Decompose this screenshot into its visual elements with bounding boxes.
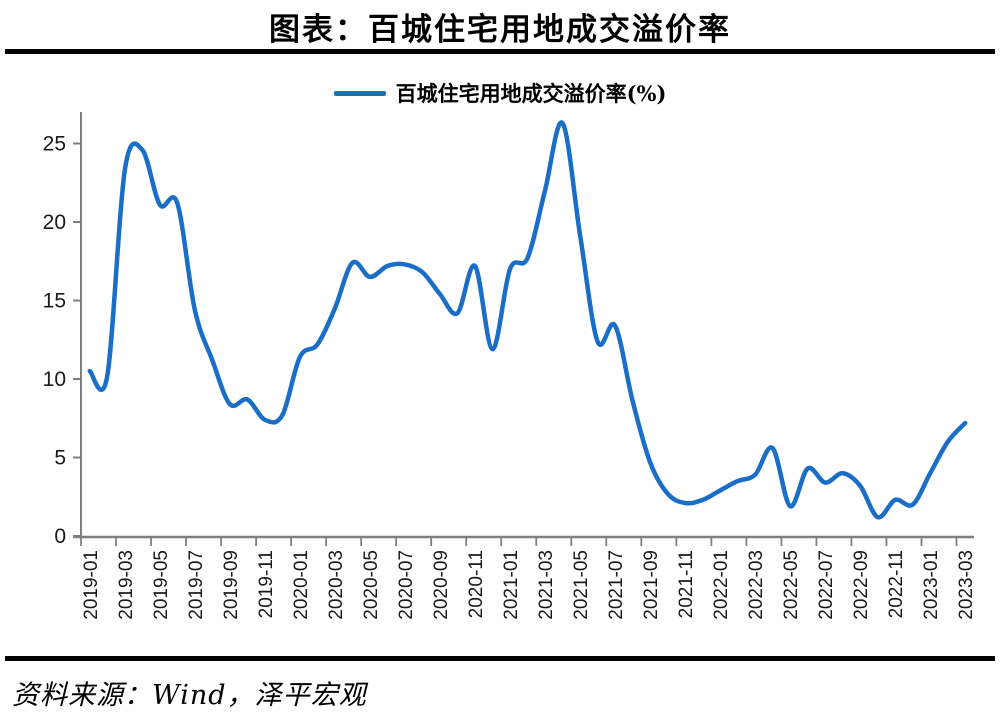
title-divider [5,49,995,54]
y-tick-label: 0 [54,525,66,548]
x-tick-label: 2022-11 [886,550,907,618]
chart-legend: 百城住宅用地成交溢价率(%) [0,78,1000,108]
premium-rate-line-chart: 0 5 10 15 20 25 2019-01 2019-03 2019-05 2019-07 20… [43,112,977,620]
series-line [87,120,968,520]
x-tick-label: 2021-07 [606,550,627,620]
x-tick-label: 2022-09 [851,550,872,620]
y-tick-label: 25 [43,133,66,156]
x-tick-label: 2021-11 [676,550,697,618]
x-tick-label: 2023-03 [956,550,977,620]
y-tick-label: 15 [43,290,66,313]
x-tick-label: 2019-05 [151,550,172,620]
x-tick-label: 2022-03 [746,550,767,620]
x-tick-label: 2020-09 [431,550,452,620]
x-tick-label: 2022-05 [781,550,802,620]
x-tick-label: 2019-01 [81,550,102,620]
x-tick-label: 2022-07 [816,550,837,620]
x-tick-label: 2019-09 [221,550,242,620]
x-tick-label: 2019-11 [256,550,277,618]
x-tick-label: 2023-01 [921,550,942,620]
x-tick-label: 2020-01 [291,550,312,620]
legend-label: 百城住宅用地成交溢价率(%) [395,81,667,106]
source-note: 资料来源：Wind，泽平宏观 [12,680,367,711]
x-tick-label: 2021-03 [536,550,557,620]
x-tick-label: 2022-01 [711,550,732,620]
x-tick-label: 2021-01 [501,550,522,620]
page-title: 图表：百城住宅用地成交溢价率 [269,12,731,48]
x-tick-label: 2020-05 [361,550,382,620]
x-tick-label: 2021-05 [571,550,592,620]
x-tick-label: 2020-03 [326,550,347,620]
y-tick-label: 5 [54,447,66,470]
x-tick-label: 2020-07 [396,550,417,620]
x-tick-label: 2021-09 [641,550,662,620]
footer-divider [5,656,995,661]
x-tick-label: 2020-11 [466,550,487,618]
legend-line-swatch [333,90,386,96]
y-tick-label: 20 [43,211,66,234]
x-tick-label: 2019-03 [116,550,137,620]
y-tick-label: 10 [43,368,66,391]
x-tick-label: 2019-07 [186,550,207,620]
